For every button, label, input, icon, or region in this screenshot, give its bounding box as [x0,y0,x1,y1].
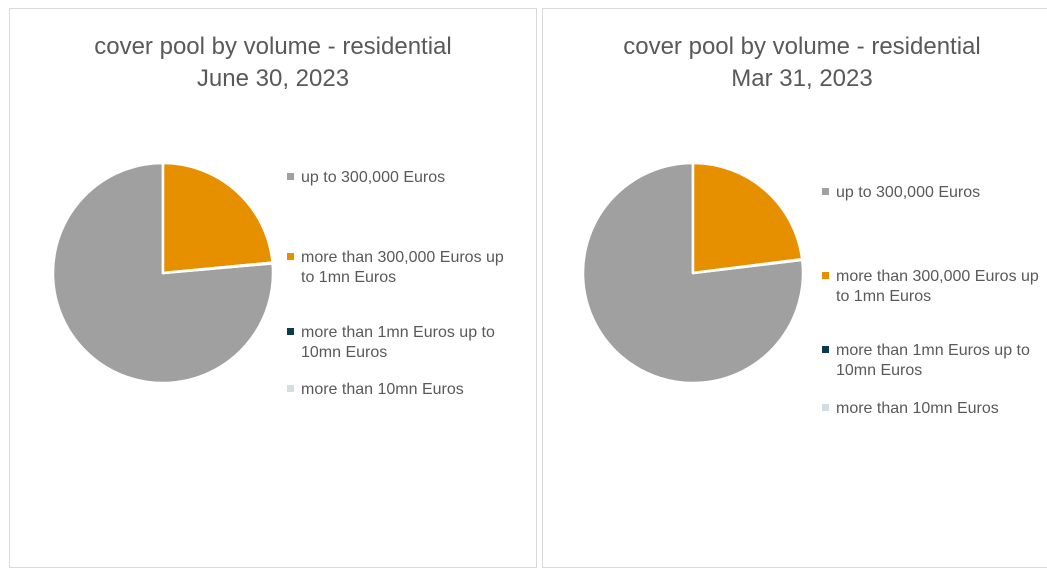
legend-item: more than 1mn Euros up to 10mn Euros [822,341,1042,381]
legend-item: up to 300,000 Euros [287,168,519,188]
pie-chart [581,161,805,385]
chart-panel-june: cover pool by volume - residential June … [9,8,537,568]
pie-slice [163,163,273,273]
legend-item: more than 300,000 Euros up to 1mn Euros [822,267,1042,307]
legend-label: more than 300,000 Euros up to 1mn Euros [287,248,519,288]
legend-swatch [822,346,829,353]
legend-item: up to 300,000 Euros [822,183,1042,203]
legend-item: more than 10mn Euros [287,380,519,400]
legend-label: more than 10mn Euros [822,399,1042,419]
legend-swatch [287,385,294,392]
chart-title-line: cover pool by volume - residential [543,31,1047,63]
legend-label: more than 10mn Euros [287,380,519,400]
legend-item: more than 10mn Euros [822,399,1042,419]
legend-swatch [287,253,294,260]
pie-chart [51,161,275,385]
chart-title: cover pool by volume - residential June … [10,31,536,95]
legend-swatch [287,173,294,180]
legend-label: up to 300,000 Euros [822,183,1042,203]
legend-label: more than 300,000 Euros up to 1mn Euros [822,267,1042,307]
chart-subtitle: June 30, 2023 [10,63,536,95]
legend-swatch [287,328,294,335]
legend-swatch [822,188,829,195]
legend-label: up to 300,000 Euros [287,168,519,188]
chart-title: cover pool by volume - residential Mar 3… [543,31,1047,95]
chart-subtitle: Mar 31, 2023 [543,63,1047,95]
chart-panel-march: cover pool by volume - residential Mar 3… [542,8,1047,568]
legend-item: more than 1mn Euros up to 10mn Euros [287,323,519,363]
legend-swatch [822,404,829,411]
chart-title-line: cover pool by volume - residential [10,31,536,63]
legend-label: more than 1mn Euros up to 10mn Euros [822,341,1042,381]
legend-item: more than 300,000 Euros up to 1mn Euros [287,248,519,288]
legend-label: more than 1mn Euros up to 10mn Euros [287,323,519,363]
pie-slice [693,163,802,273]
legend-swatch [822,272,829,279]
